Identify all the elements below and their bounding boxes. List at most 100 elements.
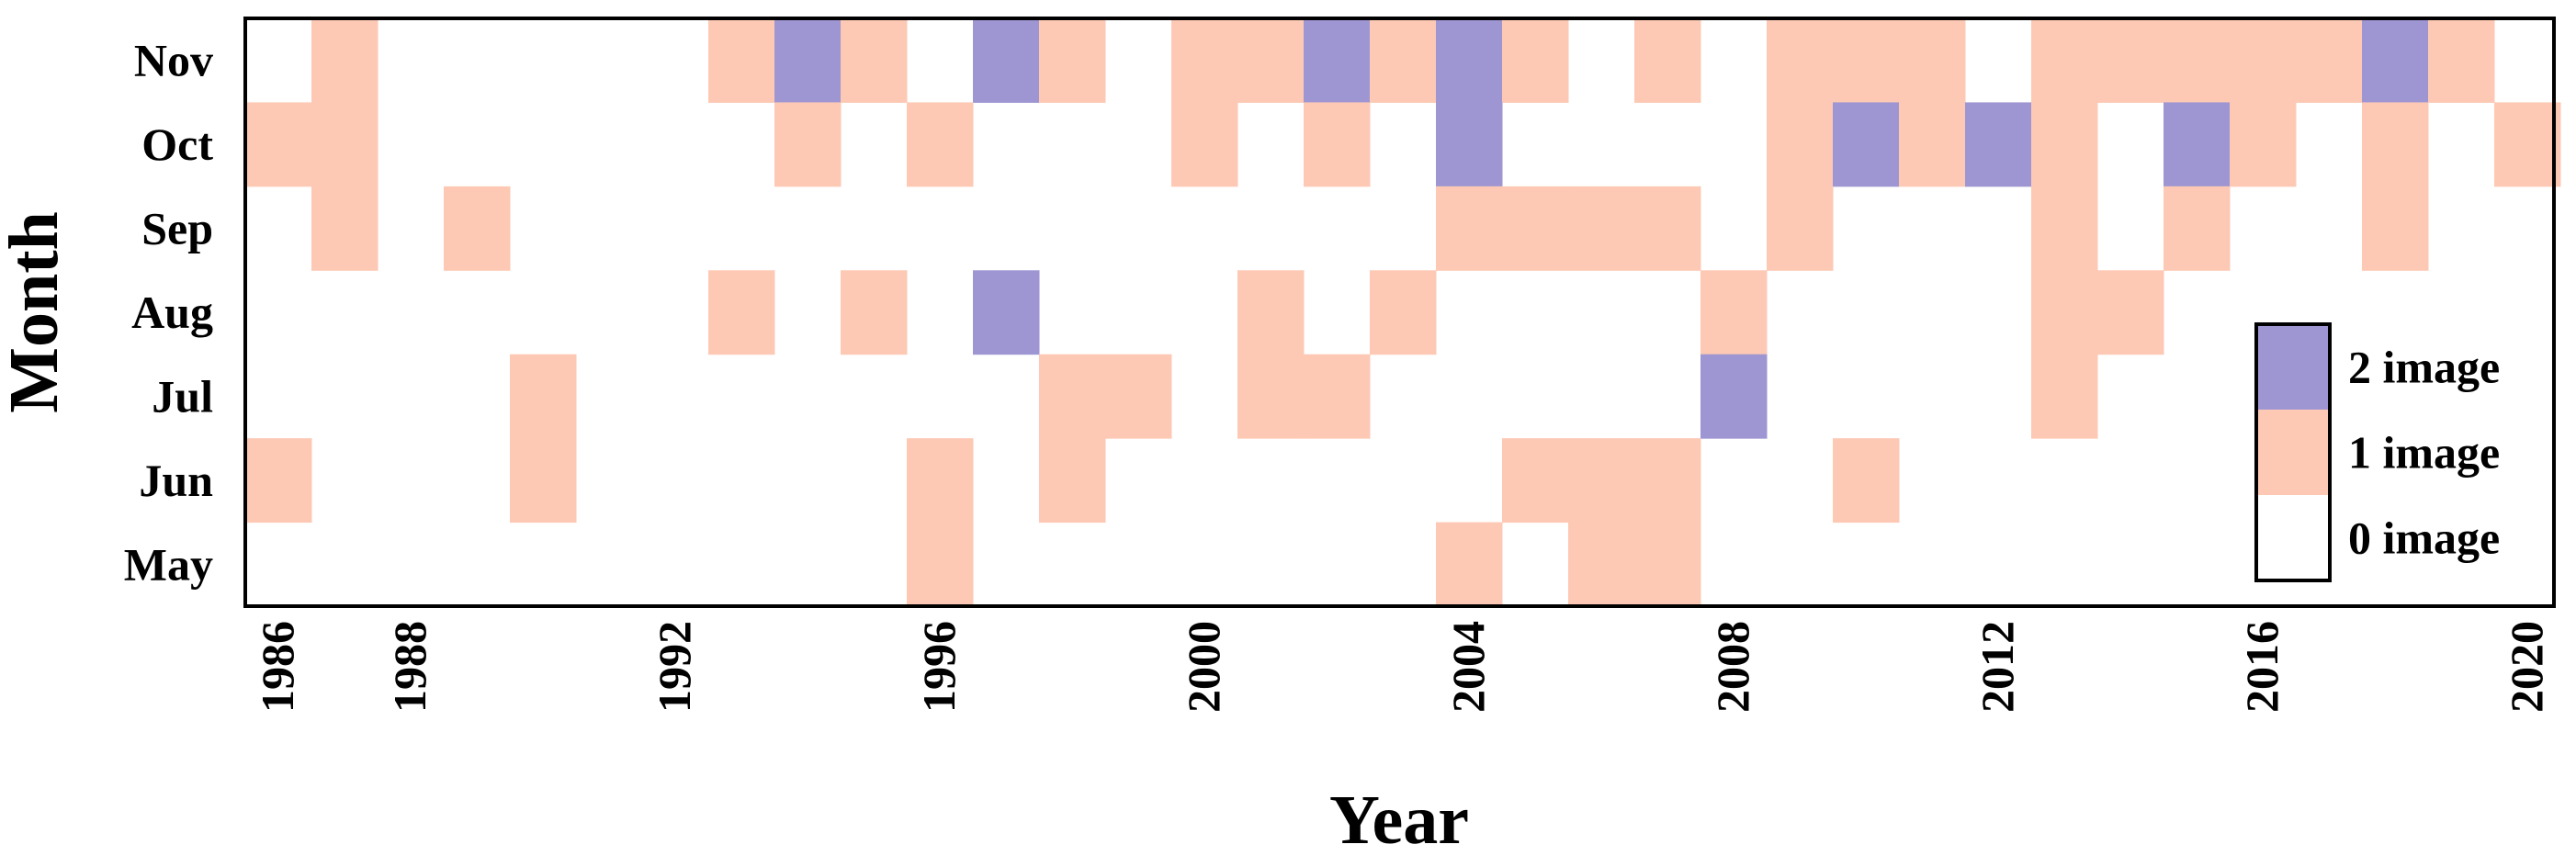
heatmap-cell-Jun-1990 bbox=[510, 438, 577, 524]
heatmap-cell-Nov-2009 bbox=[1767, 18, 1834, 103]
heatmap-cell-Sep-2009 bbox=[1767, 186, 1834, 271]
heatmap-cell-Jun-1986 bbox=[245, 438, 312, 524]
heatmap-cell-Nov-2003 bbox=[1370, 18, 1437, 103]
heatmap-cell-Oct-2011 bbox=[1899, 102, 1966, 187]
heatmap-cell-Nov-1994 bbox=[774, 18, 842, 103]
legend-swatch-0 bbox=[2256, 495, 2330, 580]
x-tick-label-1988: 1988 bbox=[384, 621, 435, 713]
heatmap-cell-Aug-1997 bbox=[973, 270, 1040, 355]
heatmap-cell-Sep-2005 bbox=[1502, 186, 1569, 271]
heatmap-cell-Aug-2013 bbox=[2031, 270, 2098, 355]
x-tick-label-2000: 2000 bbox=[1178, 621, 1229, 713]
heatmap-cell-Aug-2008 bbox=[1700, 270, 1768, 355]
heatmap-cell-Oct-2015 bbox=[2164, 102, 2231, 187]
heatmap-cell-Aug-2003 bbox=[1370, 270, 1437, 355]
legend-label-1: 1 image bbox=[2348, 427, 2500, 479]
heatmap-cell-Sep-1987 bbox=[311, 186, 378, 271]
heatmap-cell-Nov-2019 bbox=[2428, 18, 2495, 103]
x-tick-label-2016: 2016 bbox=[2236, 621, 2288, 713]
heatmap-cell-Sep-2015 bbox=[2164, 186, 2231, 271]
heatmap-cell-Oct-2018 bbox=[2362, 102, 2429, 187]
x-tick-label-2020: 2020 bbox=[2501, 621, 2552, 713]
heatmap-cell-Nov-2002 bbox=[1304, 18, 1371, 103]
y-tick-label-Oct: Oct bbox=[141, 118, 213, 170]
heatmap-cell-Jul-2002 bbox=[1304, 354, 1371, 439]
heatmap-cell-Jun-2006 bbox=[1568, 438, 1635, 524]
heatmap-cell-Oct-1994 bbox=[774, 102, 842, 187]
y-tick-label-Jul: Jul bbox=[152, 370, 213, 422]
y-tick-label-Nov: Nov bbox=[134, 35, 213, 86]
legend-frame bbox=[2254, 322, 2332, 582]
plot-frame bbox=[243, 17, 2556, 608]
heatmap-cell-Nov-2010 bbox=[1833, 18, 1900, 103]
heatmap-cells bbox=[245, 18, 2561, 607]
heatmap-cell-Oct-1986 bbox=[245, 102, 312, 187]
heatmap-cell-May-1996 bbox=[907, 522, 974, 607]
heatmap-cell-Sep-1989 bbox=[444, 186, 511, 271]
heatmap-cell-Nov-2005 bbox=[1502, 18, 1569, 103]
heatmap-cell-Nov-2017 bbox=[2296, 18, 2363, 103]
legend-swatch-2 bbox=[2256, 324, 2330, 410]
heatmap-cell-Oct-1987 bbox=[311, 102, 378, 187]
heatmap-cell-Oct-2013 bbox=[2031, 102, 2098, 187]
heatmap-cell-Jun-1996 bbox=[907, 438, 974, 524]
legend-label-0: 0 image bbox=[2348, 512, 2500, 564]
heatmap-cell-Nov-1997 bbox=[973, 18, 1040, 103]
heatmap-cell-Aug-2001 bbox=[1237, 270, 1305, 355]
heatmap-cell-Aug-1995 bbox=[841, 270, 908, 355]
heatmap-cell-Aug-1993 bbox=[708, 270, 775, 355]
y-tick-label-Sep: Sep bbox=[141, 203, 213, 254]
heatmap-cell-Oct-1996 bbox=[907, 102, 974, 187]
y-tick-label-May: May bbox=[124, 538, 213, 590]
heatmap-cell-Nov-1998 bbox=[1039, 18, 1106, 103]
heatmap-cell-Oct-2010 bbox=[1833, 102, 1900, 187]
y-tick-label-Jun: Jun bbox=[139, 455, 213, 506]
heatmap-cell-May-2007 bbox=[1634, 522, 1701, 607]
heatmap-cell-Jun-2007 bbox=[1634, 438, 1701, 524]
legend-label-2: 2 image bbox=[2348, 342, 2500, 393]
legend-swatch-1 bbox=[2256, 410, 2330, 495]
heatmap-cell-Jul-1998 bbox=[1039, 354, 1106, 439]
heatmap-cell-Sep-2018 bbox=[2362, 186, 2429, 271]
heatmap-cell-Jun-2010 bbox=[1833, 438, 1900, 524]
heatmap-cell-Jul-2008 bbox=[1700, 354, 1768, 439]
heatmap-cell-Nov-2016 bbox=[2230, 18, 2297, 103]
heatmap-cell-Nov-2000 bbox=[1171, 18, 1238, 103]
heatmap-cell-Nov-2018 bbox=[2362, 18, 2429, 103]
y-axis-label: Month bbox=[0, 211, 73, 413]
heatmap-cell-May-2004 bbox=[1436, 522, 1503, 607]
x-tick-label-2012: 2012 bbox=[1972, 621, 2023, 713]
heatmap-cell-Sep-2004 bbox=[1436, 186, 1503, 271]
x-tick-labels: 1986 1988 1992 1996 2000 2004 2008 2012 2016 2020 bbox=[252, 621, 2552, 713]
heatmap-cell-Nov-2007 bbox=[1634, 18, 1701, 103]
heatmap-cell-Nov-2013 bbox=[2031, 18, 2098, 103]
heatmap-cell-Jul-2001 bbox=[1237, 354, 1305, 439]
heatmap-cell-Aug-2014 bbox=[2097, 270, 2164, 355]
heatmap-cell-Nov-1993 bbox=[708, 18, 775, 103]
heatmap-cell-Nov-1987 bbox=[311, 18, 378, 103]
heatmap-cell-Oct-2000 bbox=[1171, 102, 1238, 187]
heatmap-cell-Oct-2012 bbox=[1965, 102, 2032, 187]
heatmap-cell-Nov-2014 bbox=[2097, 18, 2164, 103]
x-axis-label: Year bbox=[1329, 782, 1469, 859]
y-tick-label-Aug: Aug bbox=[131, 287, 213, 338]
x-tick-label-1986: 1986 bbox=[252, 621, 303, 713]
heatmap-cell-Nov-2011 bbox=[1899, 18, 1966, 103]
legend: 2 image 1 image 0 image bbox=[2254, 322, 2500, 582]
y-tick-labels: Nov Oct Sep Aug Jul Jun May bbox=[124, 35, 214, 591]
heatmap-cell-Nov-1995 bbox=[841, 18, 908, 103]
heatmap-cell-Oct-2004 bbox=[1436, 102, 1503, 187]
heatmap-cell-Jun-2005 bbox=[1502, 438, 1569, 524]
heatmap-cell-Oct-2002 bbox=[1304, 102, 1371, 187]
x-tick-label-1996: 1996 bbox=[913, 621, 965, 713]
heatmap-cell-Nov-2015 bbox=[2164, 18, 2231, 103]
heatmap-cell-Jul-1990 bbox=[510, 354, 577, 439]
heatmap-cell-Nov-2001 bbox=[1237, 18, 1305, 103]
x-tick-label-1992: 1992 bbox=[649, 621, 700, 713]
heatmap-cell-Sep-2006 bbox=[1568, 186, 1635, 271]
x-tick-label-2008: 2008 bbox=[1707, 621, 1758, 713]
x-tick-label-2004: 2004 bbox=[1442, 621, 1494, 713]
heatmap-cell-May-2006 bbox=[1568, 522, 1635, 607]
